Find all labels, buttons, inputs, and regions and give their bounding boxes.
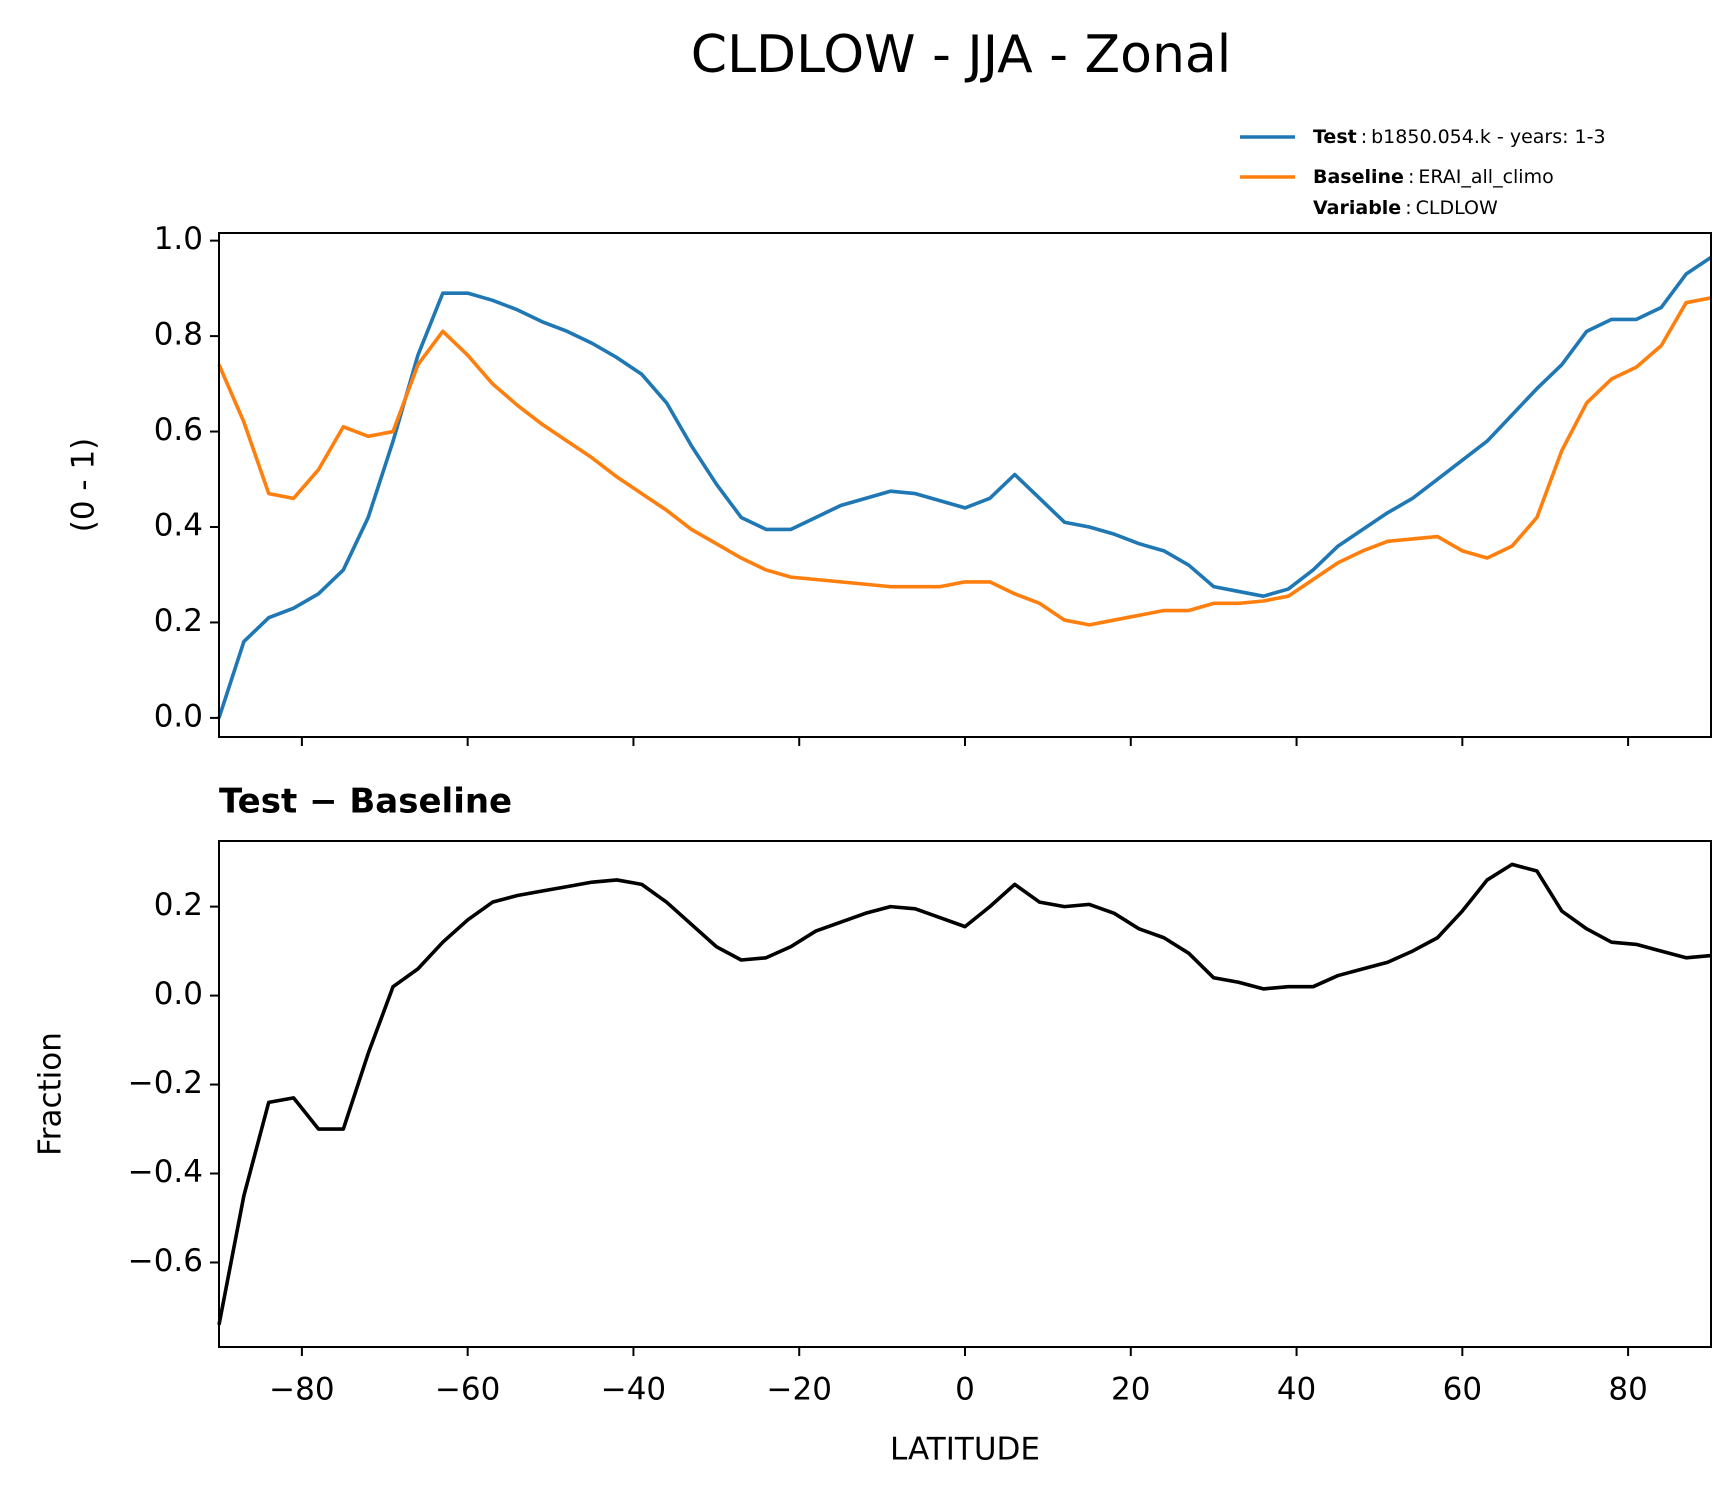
x-tick-label: 0	[955, 1372, 975, 1408]
x-tick-label: 40	[1277, 1372, 1316, 1408]
panel-title: Test − Baseline	[219, 782, 512, 822]
y-tick-label: −0.2	[128, 1065, 203, 1101]
legend-entry: Variable: CLDLOW	[1313, 197, 1498, 219]
legend-name: Baseline	[1313, 166, 1404, 188]
figure-title: CLDLOW - JJA - Zonal	[691, 25, 1231, 85]
legend-separator: :	[1361, 126, 1367, 148]
data-line	[217, 862, 1712, 1326]
x-tick-label: 80	[1608, 1372, 1647, 1408]
legend-description: CLDLOW	[1416, 197, 1498, 219]
y-tick-label: 0.2	[154, 887, 203, 923]
y-tick-label: 0.8	[154, 317, 203, 353]
y-tick-label: 0.0	[154, 976, 203, 1012]
y-tick-label: −0.6	[128, 1243, 203, 1279]
y-tick-label: 1.0	[154, 221, 203, 257]
x-tick-label: −40	[601, 1372, 666, 1408]
legend-separator: :	[1408, 166, 1414, 188]
y-tick-label: −0.4	[128, 1154, 203, 1190]
x-tick-label: −60	[435, 1372, 500, 1408]
y-axis-label: (0 - 1)	[66, 438, 102, 533]
x-tick-label: 60	[1443, 1372, 1482, 1408]
x-tick-label: −20	[767, 1372, 832, 1408]
y-tick-label: 0.4	[154, 508, 203, 544]
y-axis-label: Fraction	[33, 1032, 69, 1156]
legend-name: Test	[1313, 126, 1357, 148]
y-tick-label: 0.0	[154, 698, 203, 734]
legend-name: Variable	[1313, 197, 1401, 219]
legend-separator: :	[1405, 197, 1411, 219]
y-tick-label: 0.6	[154, 412, 203, 448]
data-line	[217, 255, 1713, 719]
x-tick-label: −80	[269, 1372, 334, 1408]
y-tick-label: 0.2	[154, 603, 203, 639]
x-axis-label: LATITUDE	[890, 1432, 1040, 1468]
legend-entry: Test: b1850.054.k - years: 1-3	[1313, 126, 1606, 148]
legend-description: b1850.054.k - years: 1-3	[1371, 126, 1605, 148]
legend-entry: Baseline: ERAI_all_climo	[1313, 166, 1554, 188]
data-line	[217, 296, 1712, 627]
x-tick-label: 20	[1111, 1372, 1150, 1408]
legend-description: ERAI_all_climo	[1418, 166, 1553, 188]
